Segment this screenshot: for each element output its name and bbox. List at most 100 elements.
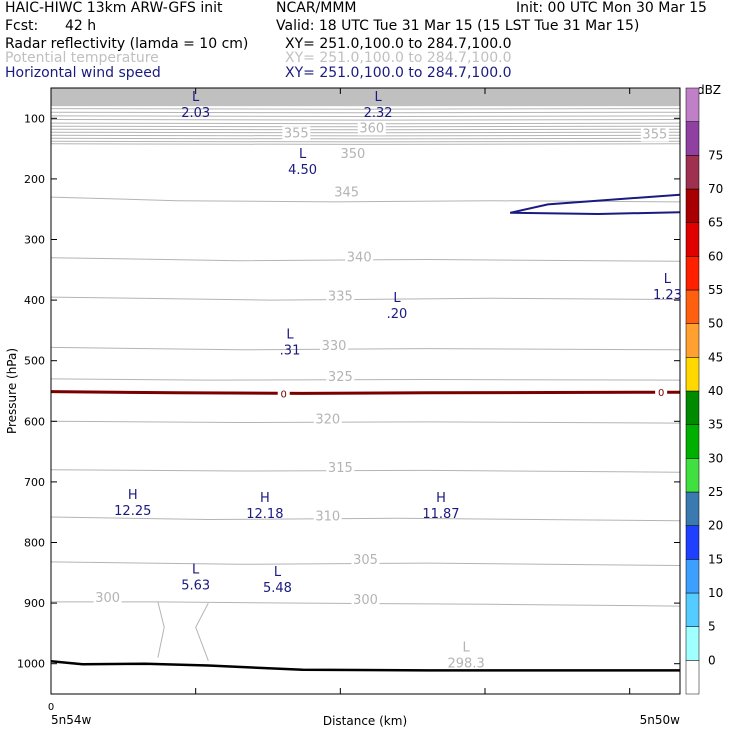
- wind-extremum-type: L: [664, 272, 672, 287]
- field-theta-xy: XY= 251.0,100.0 to 284.7,100.0: [285, 50, 512, 66]
- y-tick-label: 1000: [17, 658, 45, 671]
- wind-extremum-value: .31: [280, 344, 301, 359]
- theta-label: 340: [347, 250, 372, 265]
- terrain-profile: [50, 660, 680, 672]
- jet-contour-upper: [509, 193, 681, 214]
- theta-label: 350: [341, 147, 366, 162]
- theta-label-bg: [351, 592, 380, 607]
- field-reflectivity-xy: XY= 251.0,100.0 to 284.7,100.0: [285, 36, 512, 52]
- theta-label-bg: [357, 121, 386, 136]
- theta-label: 360: [359, 121, 384, 136]
- theta-label-bg: [351, 552, 380, 567]
- theta-label-bg: [332, 185, 361, 200]
- colorbar-level-label: 45: [708, 350, 723, 364]
- theta-contour: [50, 346, 681, 351]
- reflectivity-label-bg: [277, 387, 290, 400]
- theta-label: 300: [353, 593, 378, 608]
- wind-extremum-value: 12.25: [114, 504, 151, 519]
- colorbar-level-label: 60: [708, 249, 723, 263]
- colorbar-level-label: 50: [708, 317, 723, 331]
- theta-contour-bulge: [195, 602, 209, 661]
- y-tick-label: 400: [24, 294, 45, 307]
- y-tick-label: 200: [24, 173, 45, 186]
- theta-label: 355: [284, 126, 309, 141]
- theta-line: [50, 140, 681, 143]
- colorbar-title: dBZ: [697, 83, 721, 97]
- wind-extremum-value: .20: [387, 307, 408, 322]
- wind-extremum-type: H: [260, 491, 270, 506]
- wind-extremum-value: 1.23: [653, 288, 682, 303]
- field-wind-name: Horizontal wind speed: [5, 65, 161, 81]
- colorbar-bin: [685, 424, 700, 459]
- field-reflectivity-name: Radar reflectivity (lamda = 10 cm): [5, 36, 249, 52]
- reflectivity-label-bg: [655, 386, 668, 399]
- theta-contour: [50, 296, 681, 301]
- wind-extremum-type: L: [286, 328, 294, 343]
- theta-label-bg: [326, 369, 355, 384]
- theta-label-bg: [282, 126, 311, 141]
- theta-label-bg: [640, 127, 669, 142]
- theta-label: 345: [334, 186, 359, 201]
- theta-label-bg: [326, 289, 355, 304]
- x-axis-title: Distance (km): [323, 714, 407, 728]
- colorbar-bin: [685, 592, 700, 627]
- theta-label-bg: [313, 412, 342, 427]
- potential-temperature-contours: [50, 108, 681, 661]
- wind-extremum-value: 2.03: [181, 106, 210, 121]
- colorbar-bin: [685, 660, 700, 695]
- theta-label: 325: [328, 370, 353, 385]
- colorbar-bin: [685, 491, 700, 526]
- y-tick-label: 100: [24, 112, 45, 125]
- theta-line: [50, 137, 681, 140]
- theta-label: 335: [328, 289, 353, 304]
- colorbar-level-label: 5: [708, 620, 716, 634]
- colorbar-bin: [685, 121, 700, 156]
- top-shade: [51, 88, 680, 107]
- colorbar-level-label: 40: [708, 384, 723, 398]
- colorbar-bin: [685, 626, 700, 661]
- reflectivity-zero-line: [50, 390, 681, 395]
- wind-extremum-type: L: [393, 291, 401, 306]
- theta-line: [50, 134, 681, 137]
- wind-extremum-value: 4.50: [288, 163, 317, 178]
- forecast-label: Fcst:: [5, 18, 39, 34]
- forecast-hours: 42 h: [65, 18, 97, 34]
- model-title: HAIC-HIWC 13km ARW-GFS init: [5, 0, 223, 16]
- y-axis-title: Pressure (hPa): [5, 348, 19, 434]
- dbz-colorbar: dBZ 0 5 10 15 20 25 30 35 40 45 50 55 60 65 70 75: [685, 83, 723, 695]
- jet-contour-lower: [510, 211, 681, 216]
- theta-contour: [51, 601, 681, 607]
- theta-min-value: 298.3: [448, 657, 485, 672]
- wind-extremum-value: 12.18: [246, 507, 283, 522]
- plot-frame: [50, 87, 681, 695]
- theta-contour: [50, 561, 681, 566]
- theta-label-bg: [326, 460, 355, 475]
- wind-extremum-type: H: [436, 491, 446, 506]
- theta-label: 320: [315, 412, 340, 427]
- x-axis-zero-tick: 0: [48, 702, 54, 713]
- theta-contour: [50, 196, 681, 203]
- theta-label-bg: [345, 250, 374, 265]
- theta-min-type: L: [463, 641, 471, 656]
- colorbar-bin: [685, 323, 700, 358]
- colorbar-level-label: 75: [708, 148, 723, 162]
- colorbar-level-label: 0: [708, 653, 716, 667]
- theta-line: [50, 111, 681, 114]
- theta-line: [50, 143, 681, 145]
- theta-line: [50, 115, 681, 118]
- colorbar-bin: [685, 256, 700, 291]
- colorbar-bin: [685, 390, 700, 425]
- reflectivity-zero-label: 0: [658, 388, 664, 399]
- colorbar-bin: [685, 289, 700, 324]
- colorbar-level-label: 15: [708, 552, 723, 566]
- colorbar-bin: [685, 87, 700, 122]
- theta-label-bg: [320, 338, 349, 353]
- theta-contour: [50, 516, 681, 522]
- y-tick-label: 600: [24, 415, 45, 428]
- y-tick-label: 900: [24, 597, 45, 610]
- theta-label: 300: [95, 591, 120, 606]
- colorbar-bin: [685, 188, 700, 223]
- theta-label-bg: [93, 591, 122, 606]
